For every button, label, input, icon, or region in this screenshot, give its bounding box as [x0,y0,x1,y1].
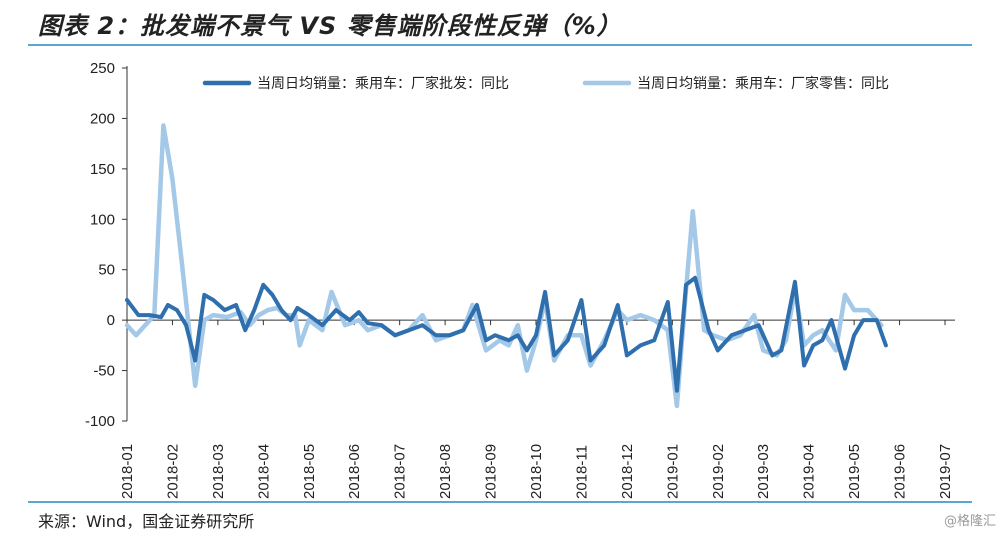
x-tick-label: 2019-01 [664,444,681,499]
x-tick-label: 2018-04 [255,444,272,499]
source-note: 来源：Wind，国金证券研究所 [38,512,255,531]
x-tick-label: 2018-05 [301,444,318,499]
x-tick-label: 2019-02 [710,444,727,499]
x-tick-label: 2018-09 [483,444,500,499]
source-rule [28,501,972,503]
y-tick-label: -50 [93,363,115,380]
x-tick-label: 2019-03 [755,444,772,499]
x-tick-label: 2018-07 [392,444,409,499]
watermark: @格隆汇 [943,514,996,529]
series-layer [124,123,888,409]
x-tick-label: 2019-05 [846,444,863,499]
y-tick-label: -100 [85,413,115,430]
legend-label-1: 当周日均销量：乘用车：厂家批发：同比 [257,75,509,92]
x-tick-label: 2018-12 [619,444,636,499]
series-line-2 [124,123,884,409]
y-tick-label: 50 [98,262,115,279]
x-tick-label: 2019-04 [801,444,818,499]
x-tick-label: 2018-06 [346,444,363,499]
series-line-1 [125,275,888,393]
x-tick-label: 2019-07 [937,444,954,499]
x-tick-label: 2018-03 [210,444,227,499]
x-tick-label: 2019-06 [892,444,909,499]
y-tick-label: 100 [90,211,115,228]
x-tick-label: 2018-10 [528,444,545,499]
x-tick-label: 2018-01 [119,444,136,499]
y-tick-label: 200 [90,110,115,127]
chart-title: 图表 2：批发端不景气 VS 零售端阶段性反弹（%） [38,12,622,40]
x-tick-label: 2018-02 [164,444,181,499]
x-tick-label: 2018-08 [437,444,454,499]
axes: -100 -50 0 50 100 150 200 250 2018-01 2018-02 2018… [85,60,955,499]
x-tick-label: 2018-11 [573,445,590,499]
y-tick-label: 150 [90,161,115,178]
legend: 当周日均销量：乘用车：厂家批发：同比 当周日均销量：乘用车：厂家零售：同比 [202,75,889,92]
y-tick-label: 0 [107,312,115,329]
legend-label-2: 当周日均销量：乘用车：厂家零售：同比 [637,75,889,92]
title-rule [28,44,972,46]
y-tick-label: 250 [90,60,115,77]
